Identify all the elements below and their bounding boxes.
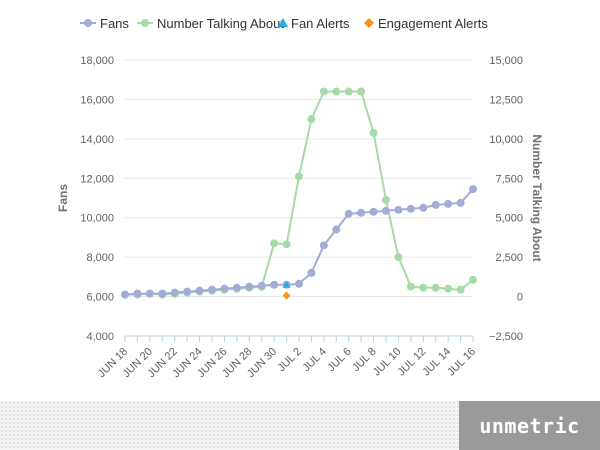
legend-label: Engagement Alerts	[378, 16, 488, 31]
data-point	[444, 199, 453, 208]
brand-logo: unmetric	[479, 413, 580, 438]
data-point	[382, 195, 390, 204]
right-tick-label: 10,000	[489, 134, 523, 146]
right-tick-label: −2,500	[489, 331, 523, 343]
legend-label: Fans	[100, 16, 129, 31]
data-point	[431, 283, 440, 292]
data-point	[456, 285, 465, 294]
data-point	[170, 288, 179, 297]
data-point	[270, 280, 279, 289]
legend-label: Number Talking About	[157, 16, 284, 31]
data-point	[121, 290, 129, 299]
data-point	[295, 172, 303, 181]
left-tick-label: 14,000	[80, 134, 114, 146]
data-point	[270, 239, 279, 248]
data-point	[394, 205, 403, 214]
left-tick-label: 6,000	[86, 292, 114, 304]
left-tick-label: 4,000	[86, 331, 114, 343]
data-point	[319, 241, 328, 250]
left-tick-label: 8,000	[86, 252, 114, 264]
data-point	[282, 240, 291, 249]
data-point	[469, 185, 477, 194]
data-point	[232, 283, 241, 292]
data-point	[208, 285, 216, 294]
right-tick-label: 15,000	[489, 55, 523, 67]
data-point	[220, 284, 229, 293]
chart: Fans Number Talking About Fan Alerts Engage…	[56, 16, 544, 380]
right-tick-label: 2,500	[495, 252, 523, 264]
left-tick-label: 16,000	[80, 94, 114, 106]
x-tick-label: JUL 2	[276, 346, 305, 375]
left-tick-label: 10,000	[80, 213, 114, 225]
x-tick-label: JUL 6	[325, 346, 354, 375]
data-point	[145, 289, 154, 298]
fan-alert-marker	[282, 280, 291, 288]
data-point	[357, 87, 366, 96]
data-point	[344, 87, 353, 96]
data-point	[357, 208, 366, 217]
data-point	[307, 115, 316, 124]
left-tick-label: 18,000	[80, 55, 114, 67]
data-point	[419, 203, 428, 212]
data-point	[257, 281, 266, 290]
data-point	[444, 284, 453, 293]
right-tick-label: 5,000	[495, 213, 523, 225]
left-tick-label: 12,000	[80, 173, 114, 185]
data-point	[369, 128, 378, 137]
data-point	[406, 282, 415, 291]
data-point	[344, 209, 353, 218]
data-point	[295, 279, 303, 288]
data-point	[469, 275, 477, 284]
data-point	[158, 289, 167, 298]
data-point	[394, 253, 403, 262]
data-point	[183, 287, 192, 296]
series-layer	[121, 87, 477, 300]
right-axis-title: Number Talking About	[530, 134, 544, 261]
legend-swatch-diamond	[364, 18, 374, 28]
data-point	[195, 286, 204, 295]
data-point	[307, 268, 316, 277]
legend-swatch-marker	[84, 19, 92, 27]
data-point	[245, 282, 254, 291]
data-point	[319, 87, 328, 96]
data-point	[382, 206, 390, 215]
right-tick-label: 12,500	[489, 94, 523, 106]
series-line-number-talking-about	[125, 90, 474, 296]
right-tick-label: 7,500	[495, 173, 523, 185]
x-tick-label: JUL 4	[300, 346, 329, 375]
x-tick-label: JUL 16	[445, 346, 478, 379]
data-point	[133, 289, 142, 298]
right-tick-label: 0	[517, 292, 523, 304]
engagement-alert-marker	[282, 291, 291, 300]
data-point	[369, 207, 378, 216]
brand-box: unmetric	[459, 401, 600, 450]
data-point	[419, 283, 428, 292]
left-axis: 4,000 6,000 8,000 10,000 12,000 14,000 16,000 1…	[80, 55, 114, 343]
right-axis: −2,500 0 2,500 5,000 7,500 10,000 12,500 15,000	[489, 55, 523, 343]
legend-swatch-marker	[141, 19, 149, 27]
left-axis-title: Fans	[56, 184, 70, 212]
data-point	[456, 198, 465, 207]
data-point	[332, 87, 341, 96]
legend-swatch-triangle	[278, 18, 288, 27]
data-point	[431, 200, 440, 209]
legend-label: Fan Alerts	[291, 16, 350, 31]
data-point	[332, 225, 341, 234]
data-point	[406, 204, 415, 213]
legend: Fans Number Talking About Fan Alerts Engage…	[80, 16, 488, 31]
